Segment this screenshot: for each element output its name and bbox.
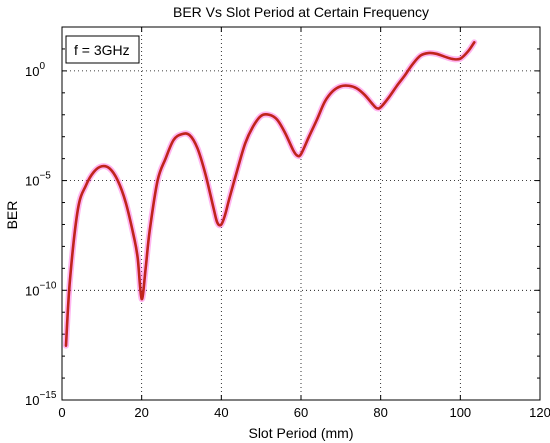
x-tick-label: 100 [449, 405, 471, 420]
y-tick-label: 10−10 [25, 280, 57, 298]
annotation-box: f = 3GHz [65, 35, 140, 64]
series-line [64, 41, 476, 347]
x-tick-label: 20 [134, 405, 148, 420]
x-axis-label: Slot Period (mm) [248, 425, 353, 441]
y-axis-label: BER [4, 201, 20, 230]
series-lines [64, 41, 476, 347]
y-tick-label: 10−5 [25, 171, 51, 189]
x-tick-label: 120 [529, 405, 550, 420]
frequency-annotation: f = 3GHz [74, 42, 130, 58]
x-tick-label: 40 [214, 405, 228, 420]
y-tick-labels: 10−15 10−10 10−5 100 [25, 61, 57, 408]
chart-title: BER Vs Slot Period at Certain Frequency [173, 4, 429, 20]
x-tick-label: 60 [294, 405, 308, 420]
x-tick-labels: 0 20 40 60 80 100 120 [58, 405, 550, 420]
y-tick-label: 100 [25, 61, 45, 79]
annotation-box-border [65, 35, 140, 64]
plot-area-frame [61, 26, 541, 401]
x-tick-label: 0 [58, 405, 65, 420]
x-tick-label: 80 [373, 405, 387, 420]
y-tick-label: 10−15 [25, 390, 57, 408]
